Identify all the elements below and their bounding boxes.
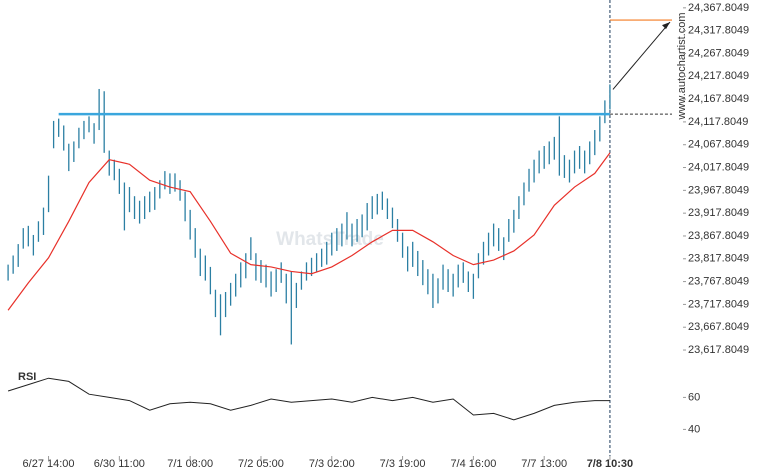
arrow-head <box>662 22 670 30</box>
x-tick-label: 7/2 05:00 <box>238 458 284 470</box>
y-tick-label: 24,117.8049 <box>688 116 748 128</box>
x-tick-label: 7/4 16:00 <box>450 458 496 470</box>
y-tick-label: 23,617.8049 <box>688 344 749 356</box>
y-tick-label: 24,167.8049 <box>688 93 749 105</box>
x-tick-label: 7/3 02:00 <box>309 458 355 470</box>
y-tick-label: 23,867.8049 <box>688 230 749 242</box>
x-tick-label: 6/27 14:00 <box>23 458 75 470</box>
y-tick-label: 24,267.8049 <box>688 47 749 59</box>
rsi-tick-label: 40 <box>688 423 700 435</box>
x-tick-label: 6/30 11:00 <box>94 458 145 470</box>
x-tick-label: 7/8 10:30 <box>587 458 633 470</box>
rsi-title: RSI <box>18 371 36 383</box>
y-tick-label: 24,217.8049 <box>688 70 749 82</box>
rsi-line <box>7 377 610 421</box>
y-tick-label: 23,767.8049 <box>688 276 749 288</box>
y-tick-label: 23,817.8049 <box>688 253 749 265</box>
y-tick-label: 24,017.8049 <box>688 161 749 173</box>
rsi-tick-label: 60 <box>688 391 700 403</box>
x-tick-label: 7/7 13:00 <box>521 458 567 470</box>
x-tick-label: 7/3 19:00 <box>380 458 426 470</box>
x-tick-label: 7/1 08:00 <box>167 458 213 470</box>
y-tick-label: 24,367.8049 <box>688 2 749 14</box>
y-tick-label: 23,717.8049 <box>688 298 749 310</box>
y-tick-label: 24,317.8049 <box>688 25 749 37</box>
forecast-arrow <box>612 21 671 90</box>
source-label: www.autochartist.com <box>676 13 688 121</box>
moving-average <box>7 152 611 311</box>
y-tick-label: 24,067.8049 <box>688 139 749 151</box>
y-tick-label: 23,667.8049 <box>688 321 749 333</box>
watermark: WhatsTrade <box>276 229 384 250</box>
y-tick-label: 23,967.8049 <box>688 184 749 196</box>
y-tick-label: 23,917.8049 <box>688 207 749 219</box>
